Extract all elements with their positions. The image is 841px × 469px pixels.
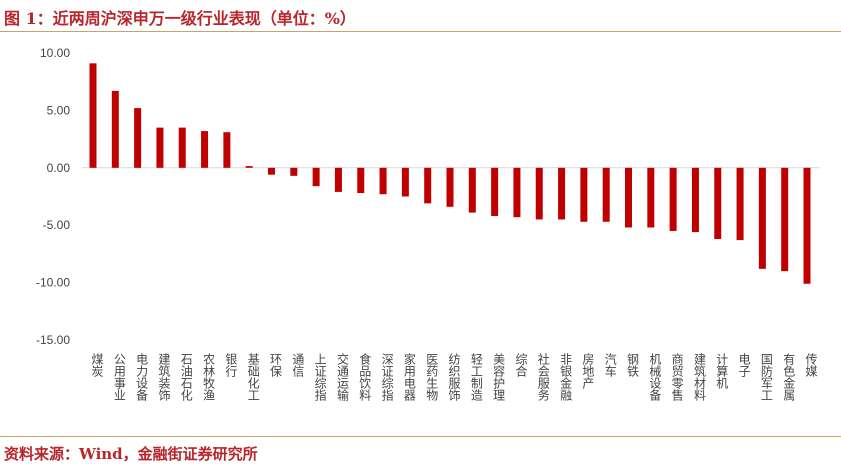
title-divider bbox=[0, 31, 841, 32]
x-category-label: 机械设备 bbox=[648, 353, 662, 402]
bar bbox=[89, 63, 97, 168]
y-tick-label: 0.00 bbox=[47, 161, 71, 175]
bar bbox=[736, 167, 744, 241]
x-category-label: 建筑材料 bbox=[692, 353, 706, 401]
bar bbox=[491, 167, 499, 217]
x-category-label: 国防军工 bbox=[759, 353, 773, 401]
bar bbox=[268, 167, 275, 175]
x-category-label: 汽车 bbox=[603, 352, 617, 378]
x-category-label: 商贸零售 bbox=[670, 352, 684, 401]
x-category-label: 非银金融 bbox=[559, 353, 573, 402]
x-category-label: 钢铁 bbox=[626, 353, 640, 377]
y-tick-label: 10.00 bbox=[40, 46, 70, 60]
bar bbox=[156, 127, 164, 168]
x-category-label: 环保 bbox=[269, 353, 283, 377]
source-divider bbox=[0, 436, 841, 437]
x-category-label: 公用事业 bbox=[112, 353, 126, 401]
bar bbox=[312, 167, 320, 187]
bar bbox=[134, 108, 142, 168]
bar bbox=[334, 167, 342, 192]
y-tick-label: -10.00 bbox=[36, 276, 70, 290]
x-category-label: 家用电器 bbox=[402, 352, 416, 402]
bar bbox=[602, 167, 610, 222]
bar bbox=[625, 167, 632, 228]
x-category-label: 石油石化 bbox=[179, 353, 193, 402]
bar bbox=[424, 167, 432, 204]
bar bbox=[781, 167, 789, 272]
x-category-label: 医药生物 bbox=[425, 353, 439, 401]
x-category-label: 计算机 bbox=[715, 353, 729, 389]
x-category-label: 建筑装饰 bbox=[157, 353, 171, 401]
x-category-label: 食品饮料 bbox=[358, 352, 372, 401]
bar bbox=[558, 167, 566, 220]
y-tick-label: -15.00 bbox=[36, 333, 70, 347]
x-category-label: 煤炭 bbox=[90, 353, 104, 378]
x-category-label: 上证综指 bbox=[313, 353, 327, 402]
x-category-label: 轻工制造 bbox=[469, 353, 483, 401]
x-category-label: 有色金属 bbox=[782, 353, 796, 402]
x-category-label: 银行 bbox=[224, 353, 238, 377]
bar bbox=[468, 167, 476, 213]
x-category-label: 美容护理 bbox=[492, 353, 506, 401]
bar bbox=[245, 166, 253, 168]
x-category-label: 电子 bbox=[737, 353, 751, 377]
bar bbox=[691, 167, 699, 233]
y-tick-label: -5.00 bbox=[43, 218, 71, 232]
x-category-label: 电力设备 bbox=[135, 353, 149, 402]
y-tick-label: 5.00 bbox=[47, 103, 71, 117]
source-note: 资料来源：Wind，金融街证券研究所 bbox=[4, 445, 258, 463]
bar bbox=[111, 90, 119, 168]
x-category-label: 基础化工 bbox=[246, 353, 260, 401]
bar bbox=[758, 167, 766, 269]
bar bbox=[357, 167, 365, 194]
bar bbox=[290, 167, 298, 176]
x-category-label: 农林牧渔 bbox=[202, 353, 216, 401]
bar bbox=[178, 127, 186, 168]
bar bbox=[379, 167, 387, 195]
x-category-label: 综合 bbox=[514, 353, 528, 377]
bar bbox=[223, 132, 231, 168]
x-category-label: 交通运输 bbox=[335, 352, 349, 402]
bar bbox=[201, 131, 209, 168]
x-category-label: 通信 bbox=[291, 353, 305, 378]
x-category-label: 传媒 bbox=[804, 352, 818, 377]
x-category-label: 深证综指 bbox=[380, 353, 394, 402]
bar bbox=[669, 167, 677, 231]
x-category-label: 社会服务 bbox=[536, 352, 550, 401]
bar bbox=[714, 167, 722, 239]
chart-title: 图 1：近两周沪深申万一级行业表现（单位：%） bbox=[4, 9, 356, 28]
bar bbox=[535, 167, 543, 220]
bar bbox=[803, 167, 811, 284]
bar bbox=[513, 167, 521, 218]
bar bbox=[401, 167, 409, 197]
bar bbox=[580, 167, 588, 222]
bar bbox=[446, 167, 454, 207]
bar bbox=[647, 167, 655, 228]
x-category-label: 纺织服饰 bbox=[447, 353, 461, 401]
x-category-label: 房地产 bbox=[581, 352, 595, 390]
